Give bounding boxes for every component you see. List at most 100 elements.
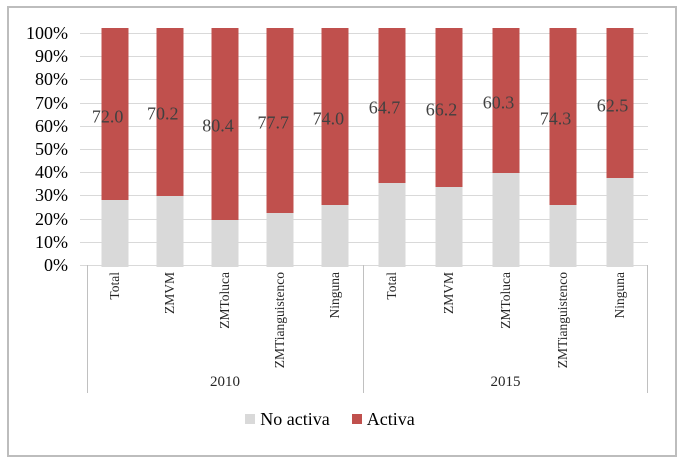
bar-segment-no-activa (101, 200, 129, 267)
bar-segment-no-activa (492, 172, 519, 267)
bar-segment-activa (435, 28, 462, 187)
category-axis-area: Total ZMVM ZMToluca ZMTianguistenco Ninguna 2… (87, 265, 648, 395)
category-label-ninguna: Ninguna (611, 272, 627, 319)
bar-segment-activa (492, 28, 519, 173)
bar-segment-no-activa (606, 178, 633, 267)
data-label-activa: 64.7 (368, 97, 401, 118)
category-label-zmtianguistenco: ZMTianguistenco (272, 272, 288, 369)
bars-plot-area: 72.0 70.2 80.4 77.7 74.0 64.7 66.2 60.3 74.3 62.5 (87, 28, 648, 267)
axis-group-separator (647, 265, 648, 393)
y-tick-label: 60% (35, 116, 68, 136)
y-tick-label: 40% (35, 162, 68, 182)
bar-segment-no-activa (378, 183, 405, 267)
bar-cell-total: 64.7 (363, 28, 420, 267)
data-label-activa: 74.0 (312, 108, 345, 129)
gridline-20pct (80, 219, 648, 220)
stacked-bar-zmvm (156, 28, 184, 267)
legend-item-no-activa: No activa (245, 409, 330, 430)
gridline-10pct (80, 242, 648, 243)
bar-cell-zmtianguistenco: 77.7 (253, 28, 308, 267)
bar-segment-activa (266, 28, 294, 214)
bar-cell-total: 72.0 (87, 28, 142, 267)
bar-cell-zmvm: 66.2 (420, 28, 477, 267)
y-tick-label: 100% (26, 23, 68, 43)
legend-item-activa: Activa (351, 409, 415, 430)
category-label-zmtoluca: ZMToluca (217, 272, 232, 329)
gridline-0pct (80, 265, 648, 266)
y-tick-label: 70% (35, 93, 68, 113)
y-tick-label: 0% (44, 255, 68, 275)
bar-segment-no-activa (435, 186, 462, 267)
gridline-80pct (80, 79, 648, 80)
category-label-zmvm: ZMVM (440, 272, 456, 315)
stacked-bar-zmtoluca (492, 28, 519, 267)
category-label-total: Total (106, 272, 122, 300)
gridline-70pct (80, 103, 648, 104)
category-label-zmtoluca: ZMToluca (497, 272, 513, 329)
stacked-bar-zmvm (435, 28, 462, 267)
bar-segment-activa (378, 28, 405, 184)
legend-label: Activa (366, 409, 415, 429)
y-tick-label: 50% (35, 139, 68, 159)
axis-group-separator (87, 265, 88, 393)
bar-cell-zmvm: 70.2 (142, 28, 197, 267)
bar-segment-no-activa (266, 213, 294, 267)
bar-segment-no-activa (549, 205, 576, 267)
bar-segment-activa (211, 28, 239, 220)
legend-swatch-activa (351, 413, 362, 424)
bar-segment-activa (156, 28, 184, 196)
y-tick-label: 80% (35, 69, 68, 89)
gridline-90pct (80, 56, 648, 57)
stacked-bar-total (378, 28, 405, 267)
year-label-2015: 2015 (490, 374, 521, 390)
gridline-100pct (80, 33, 648, 34)
y-tick-label: 20% (35, 209, 68, 229)
axis-group-2015: Total ZMVM ZMToluca ZMTianguistenco Ninguna 2… (363, 265, 648, 395)
gridline-40pct (80, 172, 648, 173)
stacked-bar-ninguna (321, 28, 349, 267)
category-label-ninguna: Ninguna (327, 272, 343, 319)
data-label-activa: 72.0 (91, 106, 124, 127)
bar-cell-zmtoluca: 80.4 (197, 28, 252, 267)
legend-label: No activa (260, 409, 330, 429)
bar-segment-activa (606, 28, 633, 178)
stacked-bar-total (101, 28, 129, 267)
data-label-activa: 70.2 (147, 103, 179, 124)
bar-cell-zmtoluca: 60.3 (477, 28, 534, 267)
y-tick-label: 90% (35, 46, 68, 66)
bar-cell-ninguna: 62.5 (591, 28, 648, 267)
bar-segment-activa (549, 28, 576, 206)
chart-legend: No activa Activa (0, 409, 660, 430)
bar-cell-ninguna: 74.0 (308, 28, 363, 267)
bar-segment-no-activa (211, 219, 239, 267)
category-label-zmtianguistenco: ZMTianguistenco (554, 272, 570, 369)
category-label-total: Total (383, 272, 399, 300)
bar-segment-activa (101, 28, 129, 201)
y-tick-label: 10% (35, 232, 68, 252)
data-label-activa: 74.3 (539, 108, 572, 129)
gridline-60pct (80, 126, 648, 127)
data-label-activa: 66.2 (425, 99, 458, 120)
axis-group-separator (363, 265, 364, 393)
stacked-bar-ninguna (606, 28, 633, 267)
gridline-30pct (80, 195, 648, 196)
y-tick-label: 30% (35, 185, 68, 205)
stacked-bar-zmtianguistenco (549, 28, 576, 267)
data-label-activa: 80.4 (202, 115, 234, 136)
stacked-bar-zmtoluca (211, 28, 239, 267)
data-label-activa: 77.7 (257, 112, 289, 133)
data-label-activa: 62.5 (596, 95, 629, 115)
data-label-activa: 60.3 (482, 92, 515, 113)
bar-group-2010: 72.0 70.2 80.4 77.7 74.0 (87, 28, 363, 267)
bar-segment-activa (321, 28, 349, 205)
gridline-50pct (80, 149, 648, 150)
category-label-zmvm: ZMVM (161, 272, 177, 315)
stacked-bar-zmtianguistenco (266, 28, 294, 267)
year-label-2010: 2010 (210, 374, 240, 390)
bar-cell-zmtianguistenco: 74.3 (534, 28, 591, 267)
bar-group-2015: 64.7 66.2 60.3 74.3 62.5 (363, 28, 648, 267)
bar-segment-no-activa (321, 204, 349, 267)
legend-swatch-no-activa (245, 413, 256, 424)
axis-group-2010: Total ZMVM ZMToluca ZMTianguistenco Ninguna 2… (87, 265, 363, 395)
